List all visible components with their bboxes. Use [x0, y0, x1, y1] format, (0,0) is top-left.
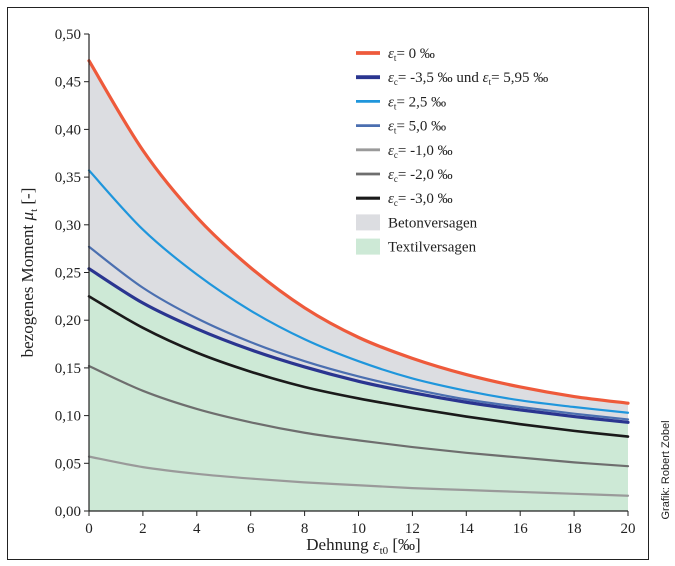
- series-line-0: [87, 59, 630, 405]
- failure-areas: [89, 60, 628, 511]
- legend-area-swatch: [356, 214, 380, 231]
- image-credit: Grafik: Robert Zobel: [660, 420, 672, 520]
- y-tick-label: 0,10: [55, 409, 81, 425]
- series-line-6: [87, 295, 630, 438]
- y-tick-label: 0,25: [55, 266, 81, 282]
- y-tick-label: 0,05: [55, 456, 81, 472]
- legend-label: Betonversagen: [388, 215, 478, 231]
- series-line-4: [87, 455, 630, 497]
- x-tick-label: 14: [459, 521, 475, 537]
- legend-label: εt= 2,5 ‰: [388, 94, 446, 111]
- x-tick-label: 8: [301, 521, 309, 537]
- x-tick-label: 6: [247, 521, 255, 537]
- legend-label: Textilversagen: [388, 240, 477, 256]
- legend-label: εc= -2,0 ‰: [388, 167, 453, 184]
- y-tick-label: 0,45: [55, 75, 81, 91]
- y-tick-label: 0,40: [55, 122, 81, 138]
- x-tick-label: 0: [85, 521, 93, 537]
- x-tick-label: 12: [405, 521, 420, 537]
- legend: εt= 0 ‰ εc= -3,5 ‰ und εt= 5,95 ‰ εt= 2,5 …: [356, 46, 548, 256]
- x-tick-label: 2: [139, 521, 147, 537]
- y-tick-label: 0,30: [55, 218, 81, 234]
- series-line-3: [87, 245, 630, 421]
- x-tick-label: 4: [193, 521, 201, 537]
- y-tick-label: 0,20: [55, 313, 81, 329]
- x-tick-label: 16: [513, 521, 529, 537]
- x-tick-label: 20: [621, 521, 636, 537]
- area-textilversagen: [89, 268, 628, 511]
- figure-frame: [7, 7, 649, 560]
- series-line-1: [87, 267, 630, 424]
- legend-label: εt= 0 ‰: [388, 46, 435, 63]
- legend-label: εt= 5,0 ‰: [388, 119, 446, 136]
- y-tick-label: 0,35: [55, 170, 81, 186]
- legend-area-swatch: [356, 238, 380, 255]
- series-lines: [87, 59, 630, 497]
- series-line-2: [87, 169, 630, 414]
- y-tick-label: 0,50: [55, 27, 81, 43]
- x-tick-label: 10: [351, 521, 366, 537]
- axes: 0,00 0,05 0,10 0,15 0,20 0,25 0,30 0,35 0,40 0,45…: [18, 27, 636, 557]
- x-axis-label: Dehnung εt0 [‰]: [306, 535, 420, 557]
- legend-label: εc= -1,0 ‰: [388, 143, 453, 160]
- legend-label: εc= -3,5 ‰ und εt= 5,95 ‰: [388, 70, 548, 87]
- x-tick-label: 18: [567, 521, 582, 537]
- y-tick-label: 0,15: [55, 361, 81, 377]
- y-tick-label: 0,00: [55, 504, 81, 520]
- series-line-5: [87, 364, 630, 468]
- legend-label: εc= -3,0 ‰: [388, 191, 453, 208]
- y-axis-label: bezogenes Moment μt [-]: [18, 188, 40, 358]
